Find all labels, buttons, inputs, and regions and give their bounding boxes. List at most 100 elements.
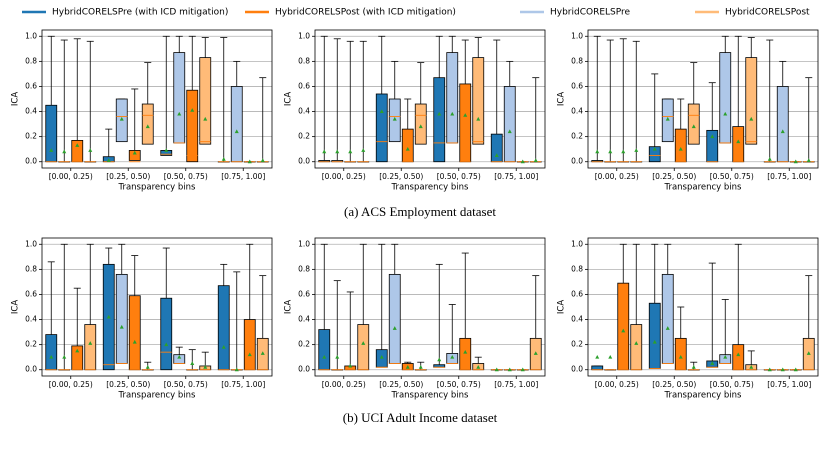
box xyxy=(174,53,185,143)
mean-marker xyxy=(807,158,811,162)
box xyxy=(376,94,387,162)
x-tick-label: [0.50, 0.75) xyxy=(710,380,754,389)
box xyxy=(218,286,229,370)
x-axis-label: Transparency bins xyxy=(664,391,743,401)
x-tick-label: [0.00, 0.25) xyxy=(595,380,639,389)
box xyxy=(415,104,426,144)
y-tick-label: 0.6 xyxy=(571,81,583,90)
box xyxy=(662,274,673,363)
y-tick-label: 0.4 xyxy=(25,315,37,324)
box xyxy=(688,104,699,144)
box xyxy=(161,298,172,370)
y-axis-label: ICA xyxy=(557,92,567,106)
y-tick-label: 0.2 xyxy=(298,132,310,141)
x-tick-label: [0.50, 0.75) xyxy=(164,380,208,389)
mean-marker xyxy=(634,148,638,152)
mean-marker xyxy=(335,149,339,153)
mean-marker xyxy=(222,157,226,161)
mean-marker xyxy=(419,365,423,369)
y-tick-label: 0.8 xyxy=(25,264,37,273)
y-axis-label: ICA xyxy=(11,92,21,106)
y-tick-label: 0.6 xyxy=(571,289,583,298)
y-axis-label: ICA xyxy=(11,300,21,314)
box xyxy=(116,274,127,363)
y-tick-label: 0.2 xyxy=(571,132,583,141)
box xyxy=(187,90,198,162)
x-tick-label: [0.00, 0.25) xyxy=(595,172,639,181)
box xyxy=(358,325,369,370)
box xyxy=(473,58,484,145)
x-tick-label: [0.00, 0.25) xyxy=(322,380,366,389)
box xyxy=(504,86,515,161)
x-tick-label: [0.50, 0.75) xyxy=(710,172,754,181)
x-tick-label: [0.75, 1.00] xyxy=(494,172,538,181)
box xyxy=(631,325,642,370)
y-axis-label: ICA xyxy=(284,300,294,314)
y-tick-label: 0.0 xyxy=(298,365,310,374)
box xyxy=(46,105,57,161)
x-axis-label: Transparency bins xyxy=(118,183,197,193)
mean-marker xyxy=(768,157,772,161)
y-tick-label: 0.6 xyxy=(298,81,310,90)
box xyxy=(618,283,629,370)
y-tick-label: 0.8 xyxy=(571,264,583,273)
mean-marker xyxy=(621,149,625,153)
y-tick-label: 1.0 xyxy=(298,239,310,248)
y-tick-label: 0.6 xyxy=(25,81,37,90)
mean-marker xyxy=(692,365,696,369)
y-tick-label: 1.0 xyxy=(571,239,583,248)
box xyxy=(777,86,788,161)
y-tick-label: 0.6 xyxy=(25,289,37,298)
x-tick-label: [0.25, 0.50) xyxy=(652,380,696,389)
plot-frame xyxy=(315,238,545,376)
x-tick-label: [0.00, 0.25) xyxy=(49,380,93,389)
box xyxy=(402,129,413,162)
box xyxy=(733,345,744,370)
y-tick-label: 0.0 xyxy=(25,365,37,374)
mean-marker xyxy=(595,149,599,153)
mean-marker xyxy=(534,158,538,162)
legend-label: HybridCORELSPost xyxy=(725,8,810,18)
x-tick-label: [0.75, 1.00] xyxy=(494,380,538,389)
box xyxy=(733,127,744,162)
x-tick-label: [0.50, 0.75) xyxy=(437,172,481,181)
box xyxy=(675,338,686,369)
box xyxy=(675,129,686,162)
y-tick-label: 0.4 xyxy=(25,107,37,116)
x-axis-label: Transparency bins xyxy=(664,183,743,193)
x-tick-label: [0.25, 0.50) xyxy=(652,172,696,181)
y-tick-label: 0.2 xyxy=(25,340,37,349)
y-tick-label: 1.0 xyxy=(571,31,583,40)
mean-marker xyxy=(437,357,441,361)
box xyxy=(200,58,211,145)
y-tick-label: 1.0 xyxy=(25,239,37,248)
box xyxy=(85,325,96,370)
mean-marker xyxy=(608,355,612,359)
box xyxy=(460,338,471,369)
mean-marker xyxy=(322,149,326,153)
box xyxy=(447,53,458,143)
y-tick-label: 0.6 xyxy=(298,289,310,298)
y-axis-label: ICA xyxy=(557,300,567,314)
legend-label: HybridCORELSPre (with ICD mitigation) xyxy=(52,8,228,18)
x-tick-label: [0.00, 0.25) xyxy=(49,172,93,181)
box xyxy=(129,296,140,370)
y-tick-label: 0.2 xyxy=(25,132,37,141)
y-tick-label: 1.0 xyxy=(298,31,310,40)
y-tick-label: 0.4 xyxy=(571,315,583,324)
box xyxy=(460,84,471,162)
mean-marker xyxy=(62,355,66,359)
box xyxy=(46,335,57,370)
mean-marker xyxy=(361,148,365,152)
mean-marker xyxy=(146,365,150,369)
box xyxy=(649,303,660,368)
x-tick-label: [0.75, 1.00] xyxy=(221,172,265,181)
box xyxy=(319,330,330,370)
box xyxy=(746,58,757,145)
x-tick-label: [0.25, 0.50) xyxy=(106,380,150,389)
y-tick-label: 1.0 xyxy=(25,31,37,40)
y-tick-label: 0.0 xyxy=(298,157,310,166)
x-axis-label: Transparency bins xyxy=(118,391,197,401)
y-tick-label: 0.8 xyxy=(298,56,310,65)
x-tick-label: [0.25, 0.50) xyxy=(379,380,423,389)
